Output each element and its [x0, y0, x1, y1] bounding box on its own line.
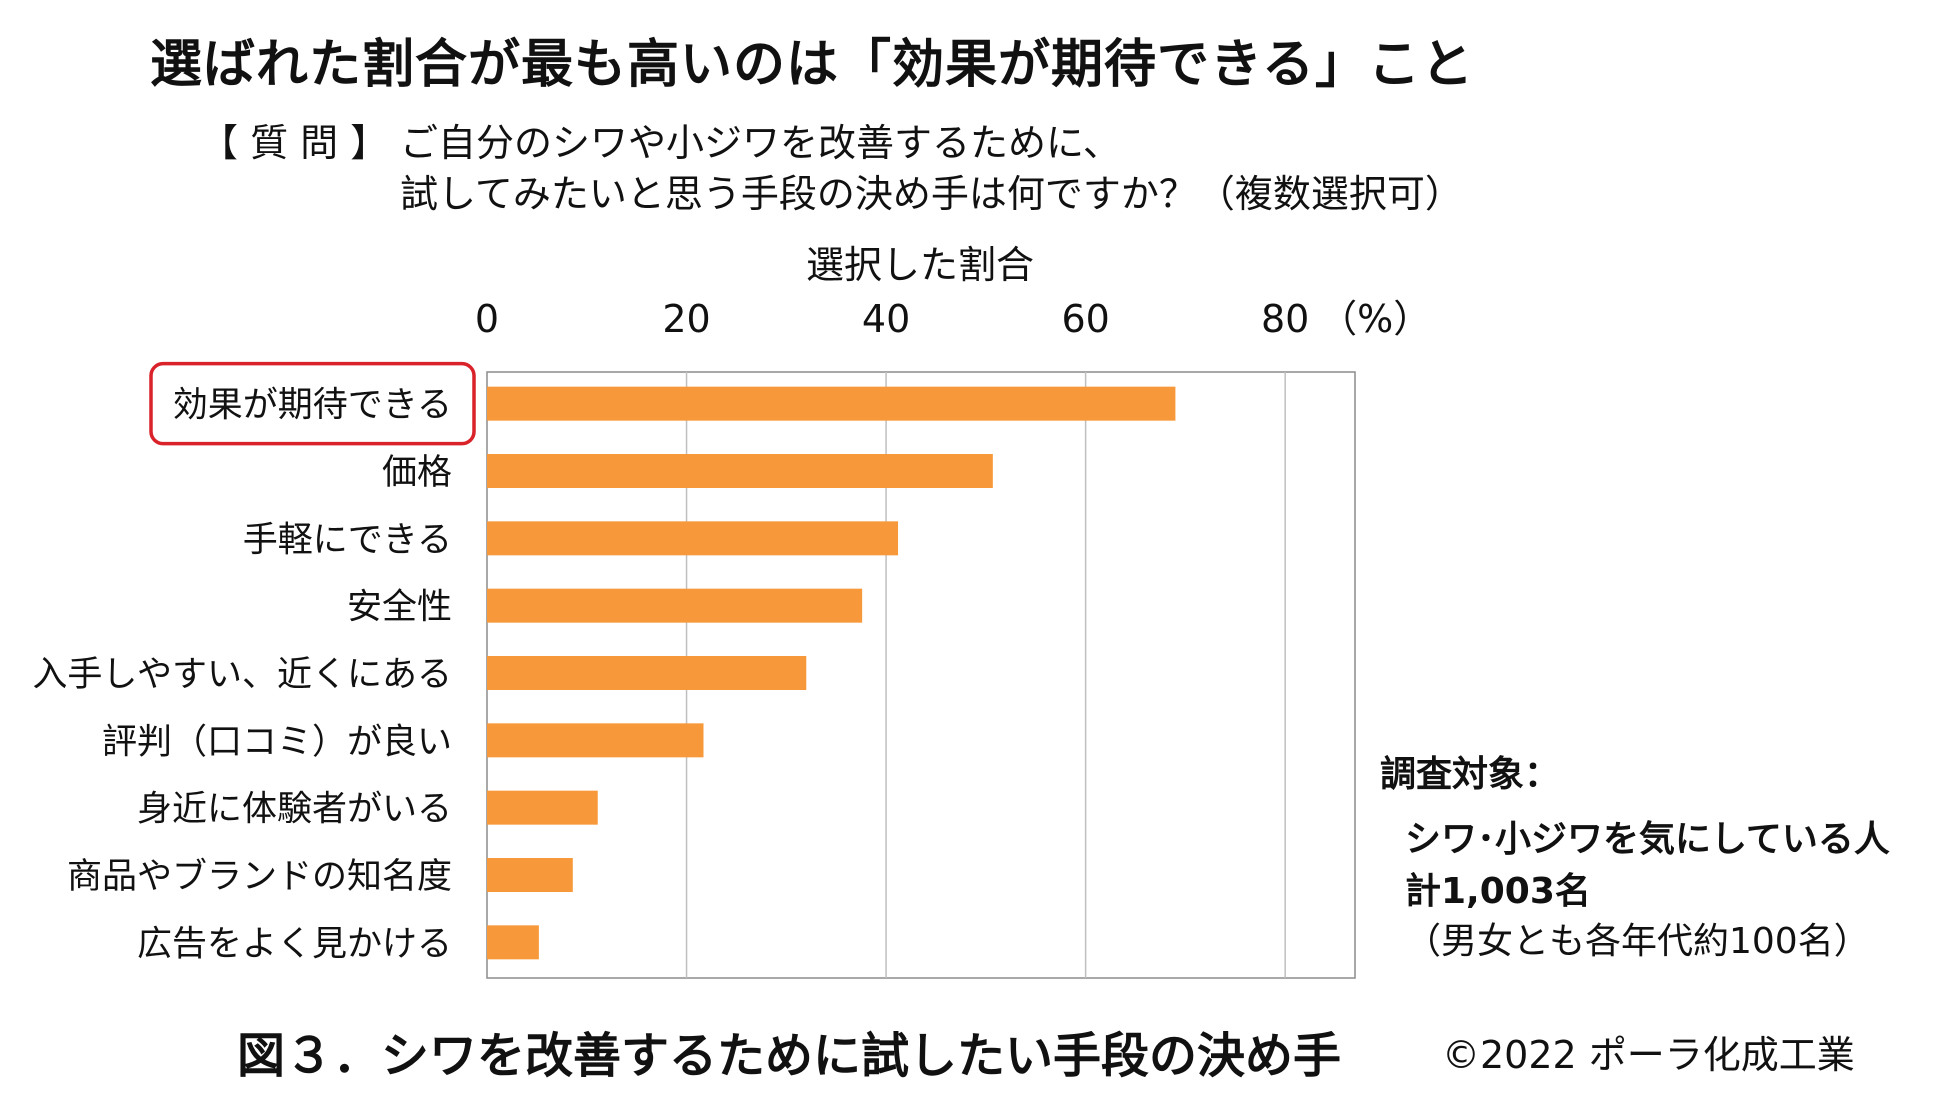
figure-caption: 図３．シワを改善するために試したい手段の決め手	[237, 1028, 1342, 1084]
bar	[487, 858, 573, 892]
survey-target-title: 調査対象：	[1380, 754, 1561, 795]
category-label: 商品やブランドの知名度	[67, 857, 452, 897]
bar	[487, 790, 598, 825]
category-label: 広告をよく見かける	[137, 924, 452, 964]
survey-target-line-3: （男女とも各年代約100名）	[1405, 921, 1870, 962]
question-line-2: 試してみたいと思う手段の決め手は何ですか？（複数選択可）	[400, 172, 1463, 216]
question-line-1: ご自分のシワや小ジワを改善するために、	[400, 121, 1121, 165]
survey-target-line-2: 計1,003名	[1405, 871, 1591, 912]
category-label: 安全性	[347, 588, 452, 628]
bar	[487, 386, 1176, 421]
bar	[487, 656, 807, 690]
question-tag: 【 質 問 】	[200, 121, 389, 165]
category-label: 身近に体験者がいる	[137, 790, 452, 830]
bar	[487, 925, 539, 960]
copyright-notice: ©2022 ポーラ化成工業	[1442, 1033, 1855, 1077]
category-label: 手軽にできる	[243, 520, 452, 560]
chart-title: 選ばれた割合が最も高いのは「効果が期待できる」こと	[150, 35, 1474, 95]
bar	[487, 454, 993, 488]
category-label: 入手しやすい、近くにある	[32, 655, 452, 695]
x-tick-label: 0	[475, 297, 499, 341]
x-axis-title: 選択した割合	[806, 243, 1034, 287]
x-tick-label: 80	[1261, 297, 1309, 341]
x-tick-label: 20	[662, 297, 710, 341]
x-tick-label: 60	[1061, 297, 1109, 341]
category-label: 効果が期待できる	[173, 386, 452, 426]
highlight-box	[149, 361, 476, 446]
category-label: 価格	[382, 453, 452, 493]
x-unit-label: （%）	[1319, 297, 1431, 341]
bar	[487, 588, 863, 623]
x-tick-label: 40	[862, 297, 910, 341]
category-label: 評判（口コミ）が良い	[102, 722, 452, 762]
bar	[487, 723, 704, 758]
bar	[487, 521, 899, 556]
survey-target-line-1: シワ･小ジワを気にしている人	[1405, 819, 1890, 860]
